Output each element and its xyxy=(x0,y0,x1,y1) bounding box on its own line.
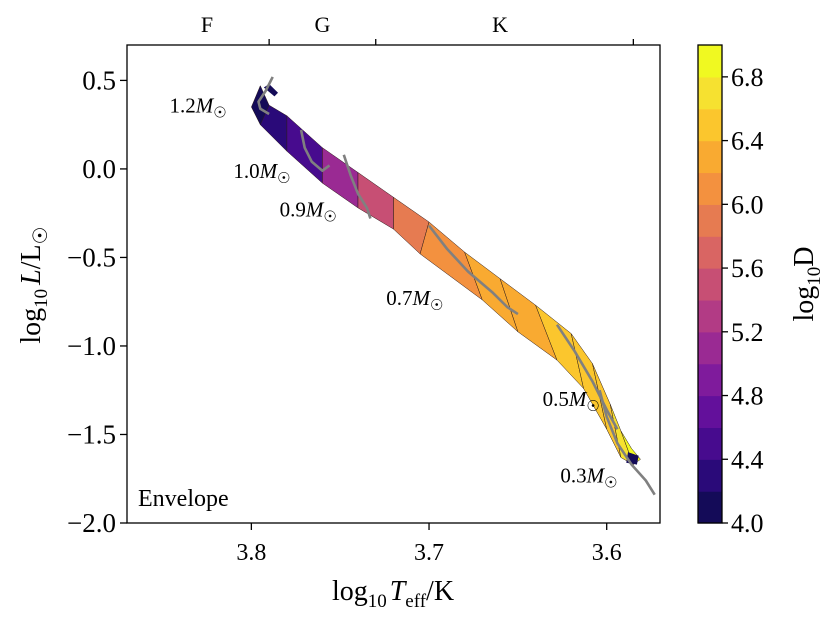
mass-labels: 1.2M☉ 1.0M☉ 0.9M☉ 0.7M☉ 0.5M☉ 0.3M☉ xyxy=(169,93,617,491)
colorbar-tick-label: 4.4 xyxy=(731,445,764,474)
x-tick-label: 3.6 xyxy=(592,540,622,566)
y-tick-label: −1.0 xyxy=(67,331,116,361)
colorbar-segment xyxy=(698,45,722,78)
plot-frame xyxy=(126,44,661,524)
mass-label: 0.7M☉ xyxy=(386,286,443,314)
mass-label: 0.5M☉ xyxy=(543,387,600,415)
colorbar-segment xyxy=(698,172,722,205)
region-annotation: Envelope xyxy=(138,486,229,512)
spectral-class-label: G xyxy=(314,12,330,37)
colorbar-tick-label: 4.0 xyxy=(731,509,764,538)
colorbar-segment xyxy=(698,331,722,365)
colorbar-tick-label: 6.4 xyxy=(731,127,764,156)
colorbar-tick-label: 5.2 xyxy=(731,318,764,347)
mass-label: 0.3M☉ xyxy=(560,463,617,491)
y-axis-label: log10L/L☉ xyxy=(16,226,52,343)
colorbar-segment xyxy=(698,427,722,460)
colorbar-segment xyxy=(698,108,722,142)
spectral-class-label: F xyxy=(201,12,213,37)
colorbar-segment xyxy=(698,76,722,110)
y-tick-label: −0.5 xyxy=(67,242,116,272)
colorbar-segment xyxy=(698,268,722,301)
colorbar-segment xyxy=(698,140,722,174)
y-tick-label: 0.5 xyxy=(82,65,116,95)
evolution-track xyxy=(299,129,331,172)
colorbar-tick-label: 6.8 xyxy=(731,63,764,92)
evolution-track xyxy=(342,154,372,219)
evolution-track xyxy=(427,224,519,316)
colorbar-label: log10D xyxy=(789,246,825,321)
evolution-track xyxy=(598,389,656,496)
colorbar-frame xyxy=(697,44,723,524)
colorbar-segment xyxy=(698,236,722,269)
evolution-track xyxy=(257,76,274,116)
evolution-tracks xyxy=(257,76,656,496)
colorbar-segment xyxy=(698,395,722,428)
mass-label: 0.9M☉ xyxy=(280,198,337,226)
evolution-track xyxy=(555,323,619,430)
x-tick-label: 3.7 xyxy=(414,540,444,566)
colorbar-segment xyxy=(698,459,722,492)
mass-label: 1.2M☉ xyxy=(169,93,226,121)
colorbar-tick-label: 5.6 xyxy=(731,254,764,283)
x-tick-label: 3.8 xyxy=(236,540,266,566)
y-tick-label: −2.0 xyxy=(67,508,116,538)
colorbar-tick-label: 4.8 xyxy=(731,382,764,411)
x-axis-label: log10 Teff/K xyxy=(332,576,454,612)
y-axis: 0.5 0.0 −0.5 −1.0 −1.5 −2.0 xyxy=(67,65,127,538)
colorbar-segment xyxy=(698,491,722,524)
colorbar-segment xyxy=(698,299,722,333)
y-tick-label: 0.0 xyxy=(82,154,116,184)
x-axis: 3.8 3.7 3.6 xyxy=(236,523,622,566)
y-tick-label: −1.5 xyxy=(67,419,116,449)
colorbar-segment xyxy=(698,363,722,397)
mass-label: 1.0M☉ xyxy=(233,159,290,187)
colorbar-segment xyxy=(698,204,722,237)
colorbar-tick-label: 6.0 xyxy=(731,190,764,219)
colorbar: 4.0 4.4 4.8 5.2 5.6 6.0 6.4 6.8 xyxy=(697,44,764,538)
spectral-class-label: K xyxy=(492,12,508,37)
